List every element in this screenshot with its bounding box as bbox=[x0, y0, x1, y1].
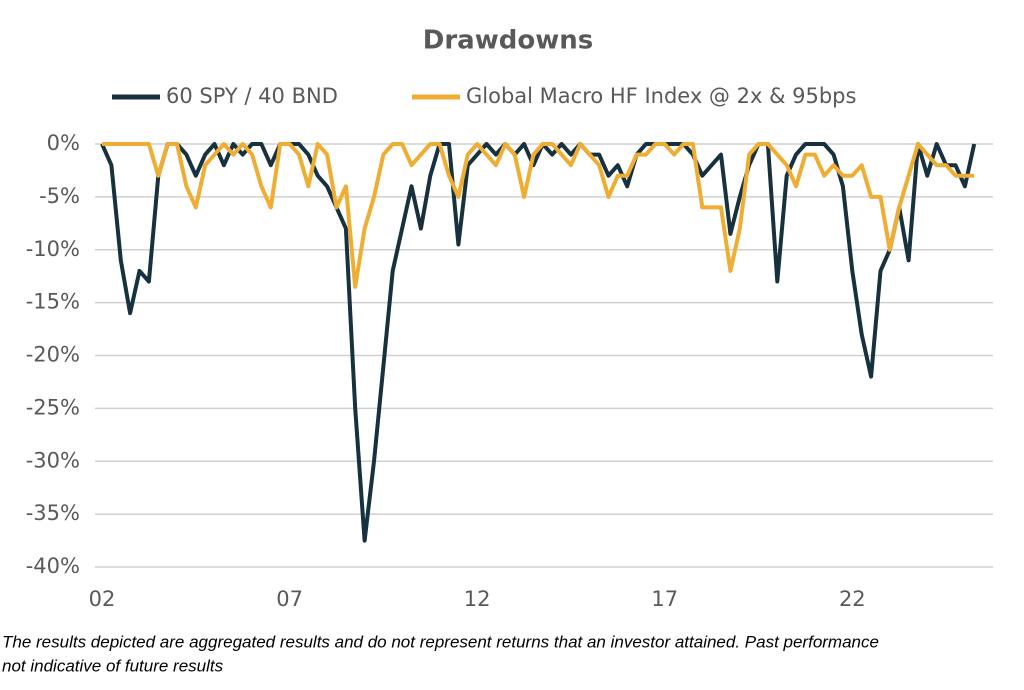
chart-title: Drawdowns bbox=[423, 26, 593, 56]
legend-label: Global Macro HF Index @ 2x & 95bps bbox=[466, 84, 856, 108]
legend-label: 60 SPY / 40 BND bbox=[166, 84, 338, 108]
y-tick-label: 0% bbox=[47, 131, 80, 155]
y-tick-label: -15% bbox=[26, 290, 80, 314]
y-tick-label: -10% bbox=[26, 237, 80, 261]
series-line bbox=[100, 142, 977, 543]
x-tick-label: 12 bbox=[464, 587, 491, 611]
y-tick-label: -40% bbox=[26, 554, 80, 578]
footnote: not indicative of future results bbox=[2, 656, 224, 675]
y-tick-label: -35% bbox=[26, 501, 80, 525]
series-line bbox=[102, 142, 975, 289]
x-tick-label: 22 bbox=[839, 587, 866, 611]
y-tick-label: -30% bbox=[26, 448, 80, 472]
x-tick-label: 02 bbox=[89, 587, 116, 611]
y-tick-label: -20% bbox=[26, 343, 80, 367]
y-tick-label: -25% bbox=[26, 395, 80, 419]
y-tick-label: -5% bbox=[39, 184, 80, 208]
x-tick-label: 07 bbox=[276, 587, 303, 611]
footnote: The results depicted are aggregated resu… bbox=[2, 632, 879, 651]
x-tick-label: 17 bbox=[651, 587, 678, 611]
